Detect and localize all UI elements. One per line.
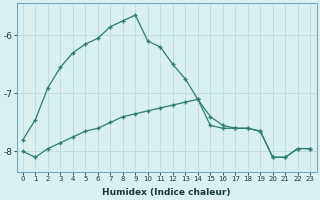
X-axis label: Humidex (Indice chaleur): Humidex (Indice chaleur) (102, 188, 231, 197)
